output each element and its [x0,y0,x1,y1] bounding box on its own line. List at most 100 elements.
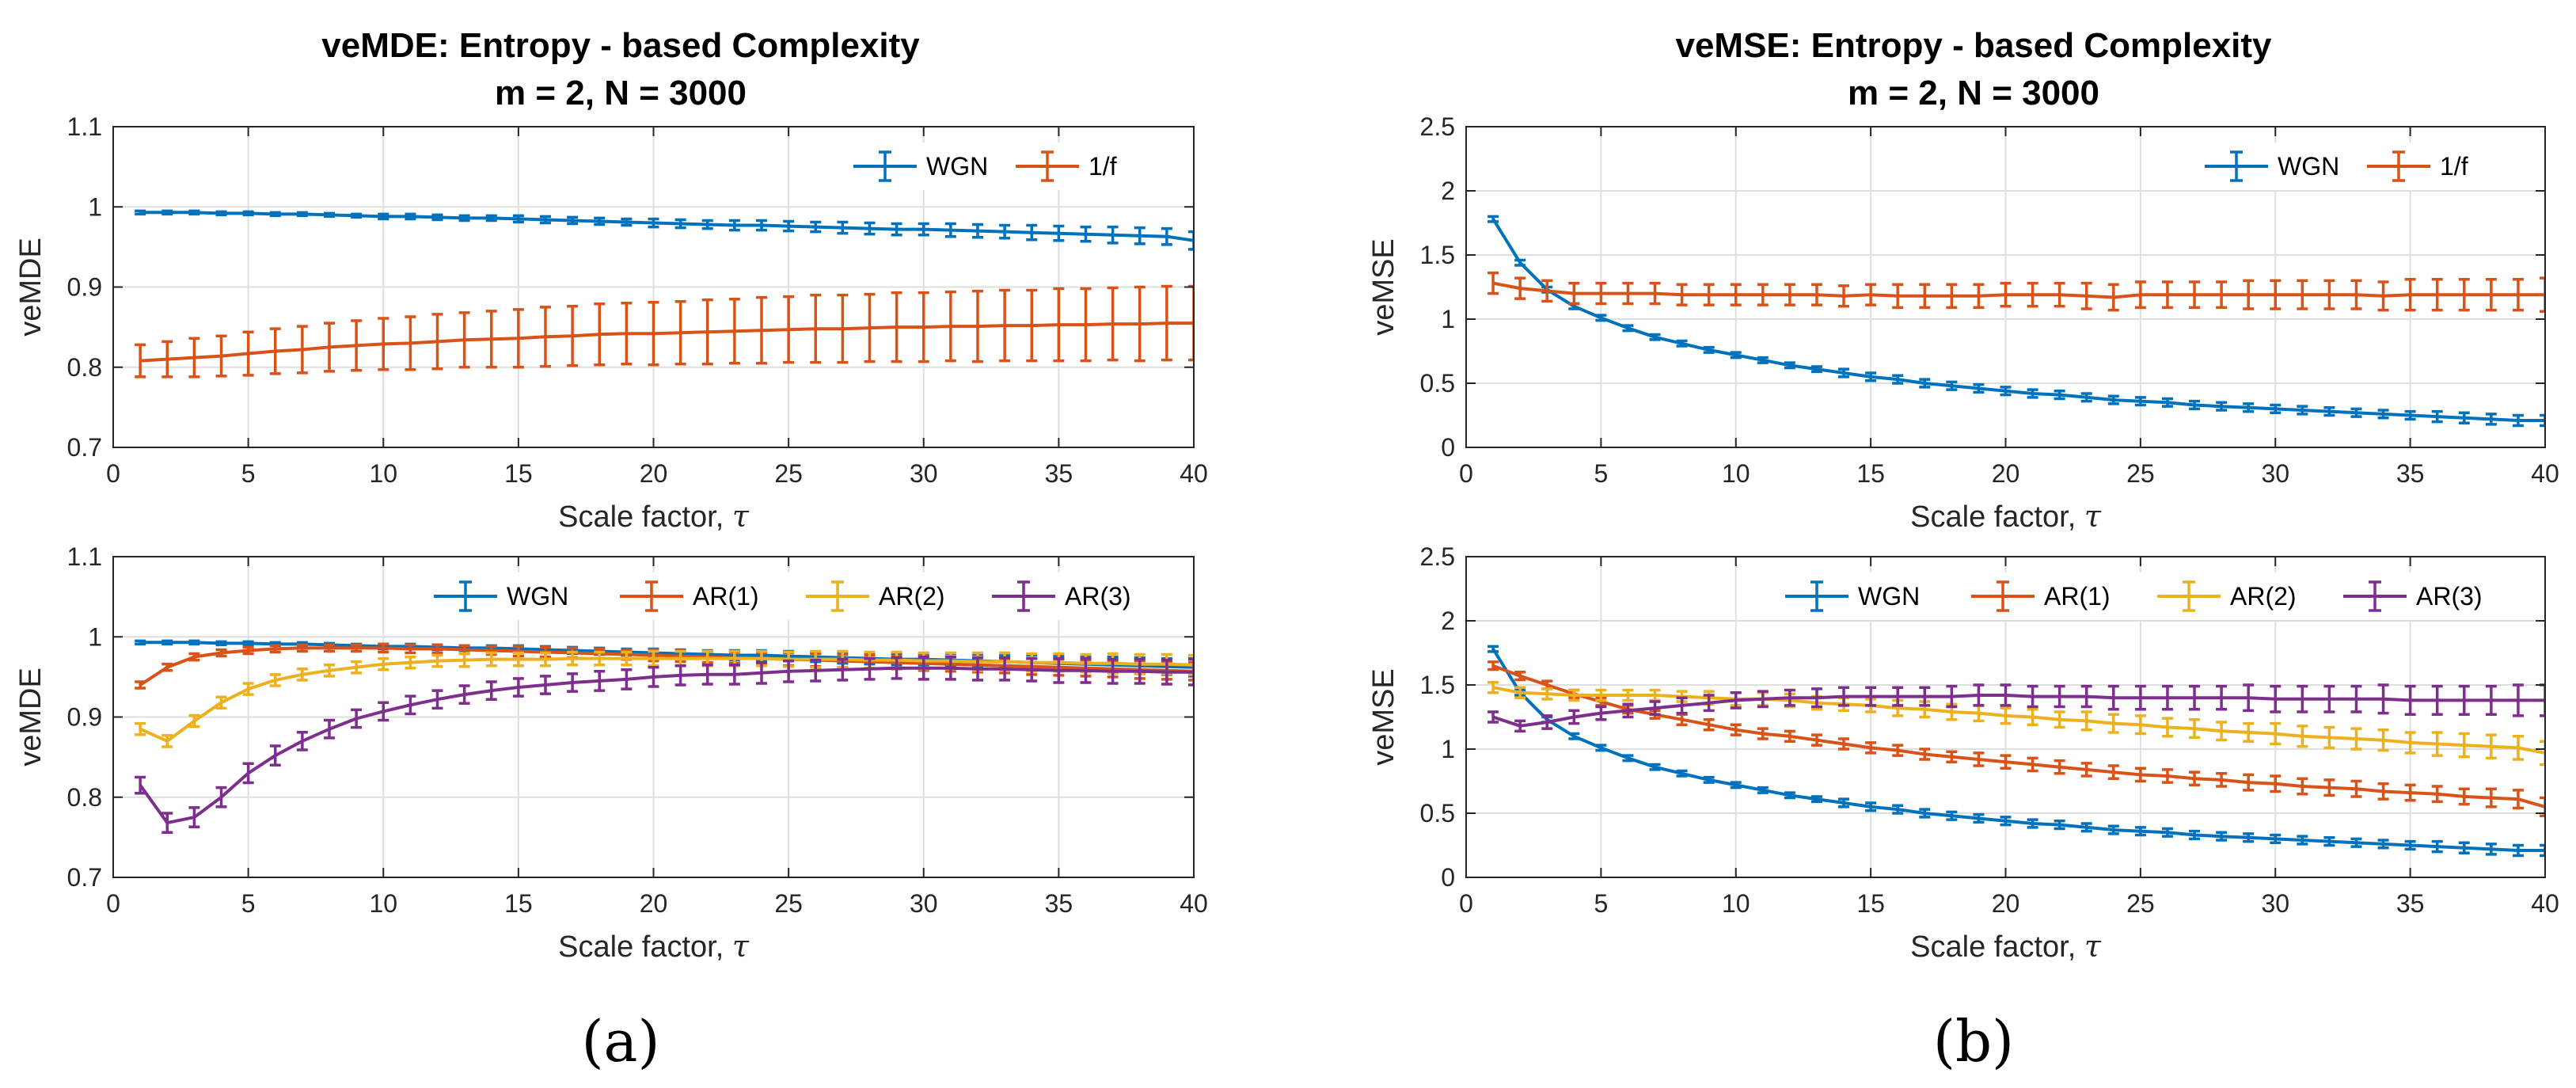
error-bar [269,744,281,767]
error-bar [2431,839,2443,854]
error-bar [1919,686,1931,707]
error-bar [2000,754,2012,770]
y-tick-label: 0.5 [1420,369,1455,398]
x-tick-label: 30 [910,889,938,918]
x-tick-label: 10 [369,459,397,488]
error-bar [2270,279,2282,310]
error-bar [1568,688,1580,702]
error-bar [1487,215,1499,223]
error-bar [1134,657,1146,685]
error-bar [1080,225,1092,243]
x-tick-label: 5 [241,889,256,918]
error-bar [1188,230,1194,251]
error-bar [674,664,686,687]
error-bar [1784,688,1795,707]
error-bar [2485,413,2497,426]
error-bar [1649,281,1661,306]
y-tick-label: 1.5 [1420,671,1455,699]
error-bar [2297,835,2308,846]
error-bar [161,209,173,216]
error-bar [161,812,173,835]
legend-label: WGN [2278,152,2339,181]
error-bar [215,648,227,658]
error-bar [1946,750,1958,763]
error-bar [1080,287,1092,363]
error-bar [1568,709,1580,725]
error-bar [2512,683,2524,717]
series-layer [135,639,1194,835]
x-tick-label: 30 [2261,889,2289,918]
error-bar [2161,768,2173,784]
error-bar [188,209,200,216]
error-bar [567,215,579,226]
error-bar [944,290,956,363]
series-line-wgn [140,211,1194,242]
error-bar [431,313,443,371]
chart-a-top: 0 5 10 15 20 25 30 35 40 0.7 0.8 0.9 1 1.1 Scale facto… [14,112,1208,534]
error-bar [2027,756,2038,773]
error-bar [1946,810,1958,821]
error-bar [2377,280,2389,312]
error-bar [1514,719,1526,733]
error-bar [458,652,470,668]
error-bar [2377,782,2389,801]
error-bar [1622,702,1634,719]
error-bar [2297,405,2308,416]
error-bar [1514,686,1526,699]
error-bar [1810,795,1822,804]
error-bar [2080,762,2092,778]
error-bar [2243,721,2255,744]
legend-errorbar-icon [879,150,891,182]
error-bar [2243,279,2255,310]
error-bar [2027,388,2038,399]
error-bar [1595,281,1607,306]
error-bar [1838,284,1850,308]
error-bar [431,689,443,710]
error-bar [1676,339,1688,348]
x-tick-label: 20 [1992,889,2020,918]
error-bar [1487,710,1499,724]
error-bar [161,639,173,646]
legend-errorbar-icon [1997,580,2009,612]
error-bar [1919,378,1931,389]
error-bar [2404,409,2416,421]
error-bar [188,806,200,828]
error-bar [378,212,389,221]
error-bar [1919,283,1931,310]
error-bar [1161,284,1172,362]
error-bar [783,659,795,683]
error-bar [1838,797,1850,808]
error-bar [1026,656,1038,683]
y-tick-label: 1 [88,192,102,221]
error-bar [2377,728,2389,752]
error-bar [783,219,795,233]
error-bar [269,673,281,687]
error-bar [2350,779,2362,798]
error-bar [837,293,849,364]
x-tick-label: 40 [1180,889,1208,918]
error-bar [810,293,822,364]
legend-errorbar-icon [459,580,472,612]
x-tick-label: 15 [1856,889,1885,918]
error-bar [405,643,416,655]
error-bar [1865,801,1877,812]
error-bar [756,295,767,365]
error-bar [2054,281,2065,308]
legend-label: 1/f [1089,152,1117,181]
error-bar [2350,727,2362,751]
error-bar [351,643,363,653]
error-bar [1973,812,1985,824]
error-bar [1188,284,1194,362]
error-bar [2161,717,2173,738]
error-bar [2270,774,2282,793]
error-bar [864,292,876,363]
error-bar [2350,684,2362,713]
legend-errorbar-icon [1017,580,1030,612]
error-bar [1514,258,1526,267]
error-bar [1107,657,1119,685]
x-tick-label: 35 [1045,889,1073,918]
series-line-ar-1- [1492,664,2545,808]
error-bar [296,730,308,751]
x-tick-label: 40 [2531,459,2559,488]
error-bar [2134,714,2146,736]
